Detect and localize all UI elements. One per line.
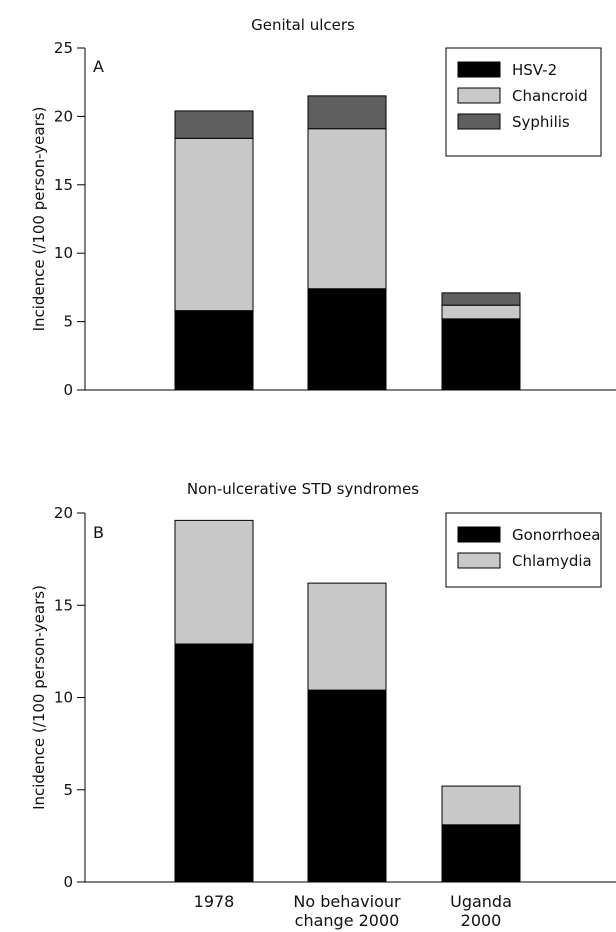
legend-label: Gonorrhoea [512, 526, 600, 544]
chart-title: Non-ulcerative STD syndromes [187, 480, 419, 498]
bar-segment [441, 304, 521, 320]
legend-label: HSV-2 [512, 61, 557, 79]
legend-label: Chlamydia [512, 552, 592, 570]
chart-title: Genital ulcers [251, 16, 355, 34]
y-tick-label: 0 [63, 873, 73, 891]
legend-swatch [457, 87, 501, 104]
panel-label: B [93, 523, 104, 542]
legend-label: Chancroid [512, 87, 588, 105]
legend-swatch [457, 113, 501, 130]
x-tick-label: change 2000 [295, 911, 400, 930]
bar-segment [307, 582, 387, 691]
bar-segment [441, 824, 521, 883]
y-tick-label: 5 [63, 781, 73, 799]
y-tick-label: 10 [54, 689, 73, 707]
bar-segment [174, 110, 254, 139]
legend-label: Syphilis [512, 113, 570, 131]
y-tick-label: 20 [54, 504, 73, 522]
bar-segment [307, 689, 387, 883]
y-tick-label: 25 [54, 39, 73, 57]
bar-segment [441, 318, 521, 391]
legend-swatch [457, 61, 501, 78]
y-tick-label: 20 [54, 107, 73, 125]
y-axis-label: Incidence (/100 person-years) [30, 107, 48, 332]
bar-segment [441, 785, 521, 826]
x-tick-label: Uganda [450, 892, 512, 911]
x-tick-label: 1978 [194, 892, 235, 911]
y-tick-label: 10 [54, 244, 73, 262]
bar-segment [174, 643, 254, 883]
y-tick-label: 15 [54, 176, 73, 194]
bar-segment [174, 310, 254, 391]
bar-segment [307, 128, 387, 290]
y-tick-label: 0 [63, 381, 73, 399]
x-tick-label: No behaviour [293, 892, 401, 911]
legend-swatch [457, 552, 501, 569]
y-axis-label: Incidence (/100 person-years) [30, 585, 48, 810]
legend-box [445, 512, 602, 588]
bar-segment [441, 292, 521, 306]
bar-segment [307, 288, 387, 391]
bar-segment [174, 519, 254, 645]
panel-label: A [93, 57, 104, 76]
bar-segment [174, 137, 254, 312]
legend-swatch [457, 526, 501, 543]
y-tick-label: 15 [54, 596, 73, 614]
x-tick-label: 2000 [461, 911, 502, 930]
bar-segment [307, 95, 387, 130]
y-tick-label: 5 [63, 313, 73, 331]
